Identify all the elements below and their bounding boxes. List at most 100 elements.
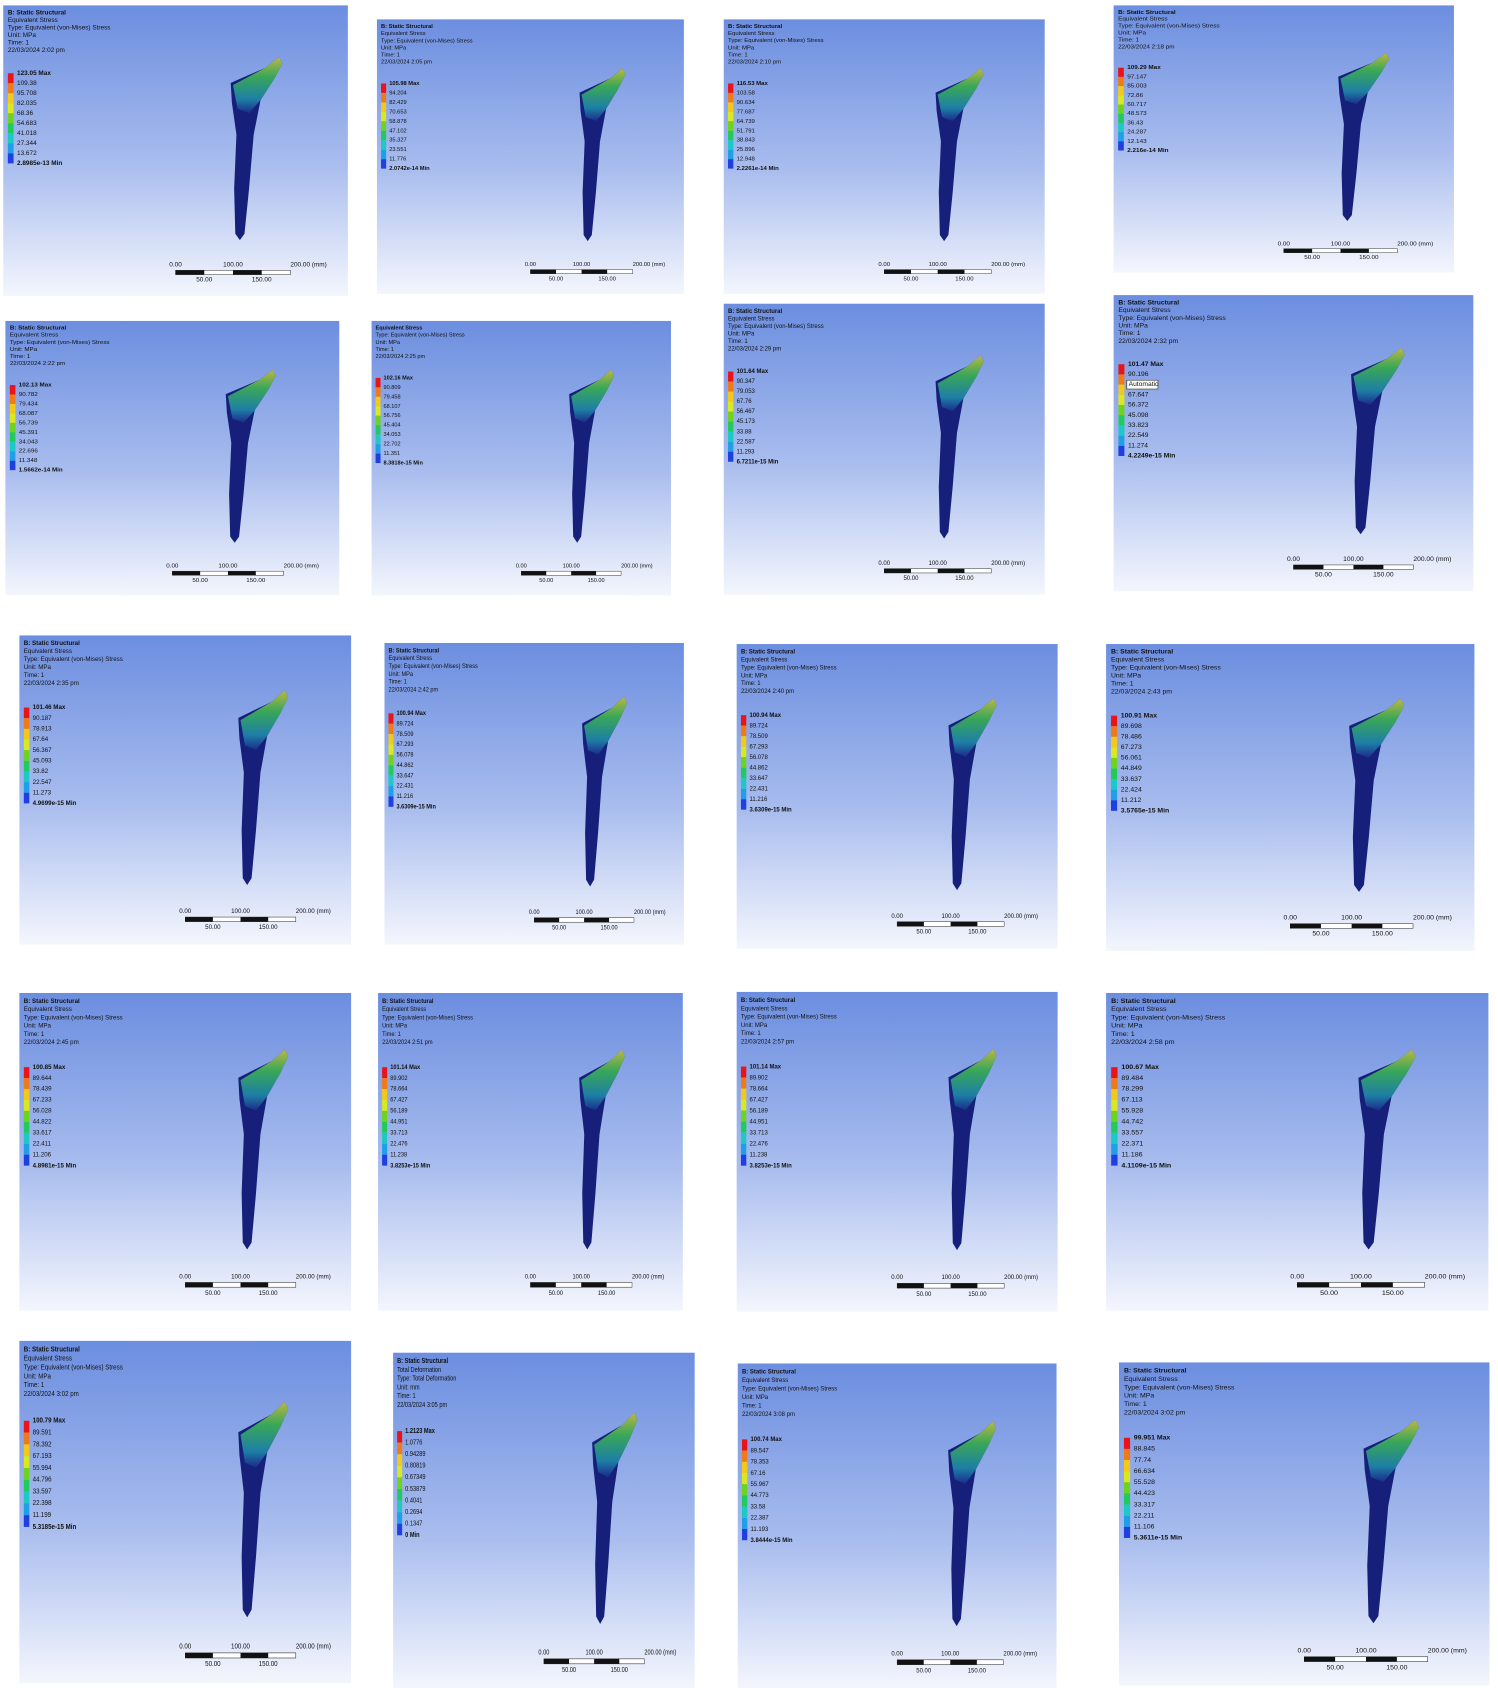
legend-band bbox=[8, 93, 14, 103]
legend-label: 3.6309e-15 Min bbox=[396, 804, 436, 810]
scale-label: 200.00 (mm) bbox=[296, 1643, 331, 1650]
legend-label: 56.061 bbox=[1121, 755, 1142, 762]
scale-label: 150.00 bbox=[259, 1661, 278, 1668]
legend-label: 33.617 bbox=[33, 1129, 52, 1136]
scale-label: 0.00 bbox=[529, 910, 541, 916]
legend-band bbox=[1124, 1482, 1130, 1493]
legend-label: 33.88 bbox=[737, 429, 753, 435]
legend-label: 33.823 bbox=[1128, 422, 1149, 429]
legend-band bbox=[8, 73, 14, 83]
legend-band bbox=[741, 1144, 746, 1155]
header-line: Time: 1 bbox=[1111, 1031, 1135, 1038]
result-panel: B: Static StructuralEquivalent StressTyp… bbox=[19, 635, 351, 944]
header-line: Unit: MPa bbox=[742, 1394, 769, 1401]
legend-label: 22.587 bbox=[737, 439, 756, 445]
scale-label: 50.00 bbox=[552, 925, 567, 931]
legend-band bbox=[1111, 1089, 1117, 1100]
legend-label: 67.113 bbox=[1121, 1097, 1142, 1104]
legend-label: 79.053 bbox=[737, 389, 756, 395]
legend-band bbox=[741, 747, 746, 757]
legend-band bbox=[397, 1524, 402, 1536]
header-line: Equivalent Stress bbox=[1118, 307, 1170, 314]
scale-label: 50.00 bbox=[903, 276, 919, 282]
legend-label: 78.509 bbox=[750, 733, 769, 740]
legend-label: 3.8253e-15 Min bbox=[750, 1162, 792, 1169]
legend-band bbox=[741, 1155, 746, 1166]
legend-label: 22.398 bbox=[33, 1500, 52, 1507]
header-line: Equivalent Stress bbox=[741, 656, 787, 663]
legend-band bbox=[728, 121, 733, 130]
legend-band bbox=[741, 1078, 746, 1089]
header-line: Type: Equivalent (von-Mises) Stress bbox=[1118, 315, 1225, 322]
header-line: Equivalent Stress bbox=[742, 1377, 788, 1384]
legend-band bbox=[1118, 425, 1124, 435]
legend-label: 47.102 bbox=[389, 128, 407, 134]
legend-band bbox=[381, 150, 386, 159]
header-line: B: Static Structural bbox=[742, 1368, 796, 1375]
scale-label: 0.00 bbox=[179, 908, 192, 915]
legend-band bbox=[381, 112, 386, 121]
legend-band bbox=[728, 412, 733, 422]
legend-label: 67.647 bbox=[1128, 392, 1149, 399]
header-line: Type: Total Deformation bbox=[397, 1375, 457, 1383]
legend-label: 11.186 bbox=[1121, 1152, 1142, 1159]
header-line: Type: Equivalent (von-Mises) Stress bbox=[24, 1364, 124, 1371]
scale-label: 50.00 bbox=[1304, 255, 1321, 261]
scale-label: 0.00 bbox=[1278, 242, 1291, 248]
header-line: Type: Equivalent (von-Mises) Stress bbox=[388, 664, 477, 670]
legend-band bbox=[1118, 374, 1124, 384]
legend-label: 100.79 Max bbox=[33, 1417, 66, 1424]
legend-band bbox=[388, 796, 393, 806]
legend-band bbox=[1118, 364, 1124, 374]
header-line: Time: 1 bbox=[1118, 330, 1141, 337]
legend-band bbox=[24, 1100, 30, 1111]
scale-bar-segment bbox=[530, 1282, 555, 1287]
header-line: B: Static Structural bbox=[1124, 1368, 1187, 1375]
scale-label: 50.00 bbox=[205, 1661, 221, 1668]
legend-label: 22.696 bbox=[19, 449, 39, 455]
scale-label: 100.00 bbox=[1331, 242, 1351, 248]
legend-label: 44.951 bbox=[750, 1118, 769, 1125]
legend-label: 22.371 bbox=[1121, 1141, 1143, 1148]
scale-label: 150.00 bbox=[246, 578, 266, 584]
header-line: Type: Equivalent (von-Mises) Stress bbox=[741, 664, 837, 671]
scale-bar-segment bbox=[172, 571, 200, 575]
legend-label: 0.80819 bbox=[405, 1462, 426, 1470]
legend-band bbox=[24, 1515, 30, 1527]
legend-band bbox=[741, 768, 746, 778]
legend-label: 38.843 bbox=[737, 138, 755, 144]
legend-band bbox=[1118, 446, 1124, 456]
legend-label: 12.948 bbox=[737, 157, 755, 163]
header-line: Time: 1 bbox=[742, 1402, 762, 1409]
legend-band bbox=[382, 1078, 387, 1089]
legend-label: 33.82 bbox=[33, 768, 49, 775]
legend-band bbox=[742, 1473, 747, 1484]
legend-band bbox=[376, 406, 381, 415]
legend-label: 56.756 bbox=[384, 413, 401, 419]
scale-label: 100.00 bbox=[231, 1273, 250, 1280]
scale-label: 50.00 bbox=[1315, 572, 1332, 579]
scale-bar-segment bbox=[228, 571, 256, 575]
scale-label: 150.00 bbox=[1372, 931, 1393, 938]
legend-label: 100.94 Max bbox=[396, 711, 426, 717]
header-line: Type: Equivalent (von-Mises) Stress bbox=[1118, 24, 1220, 30]
header-line: Equivalent Stress bbox=[388, 656, 431, 662]
scale-bar-segment bbox=[1366, 1657, 1397, 1662]
header-line: Time: 1 bbox=[8, 40, 30, 47]
header-line: 22/03/2024 2:42 pm bbox=[388, 687, 438, 693]
legend-label: 11.348 bbox=[19, 458, 38, 464]
legend-label: 66.634 bbox=[1134, 1468, 1155, 1475]
legend-label: 79.458 bbox=[384, 394, 401, 400]
scale-label: 200.00 (mm) bbox=[1004, 913, 1038, 920]
header-line: Equivalent Stress bbox=[728, 31, 775, 37]
legend-band bbox=[388, 765, 393, 775]
legend-band bbox=[376, 444, 381, 453]
scale-label: 150.00 bbox=[259, 1290, 278, 1297]
legend-label: 97.147 bbox=[1127, 75, 1147, 81]
header-line: 22/03/2024 3:08 pm bbox=[742, 1411, 795, 1418]
legend-band bbox=[397, 1443, 402, 1455]
legend-label: 45.093 bbox=[33, 757, 52, 764]
header-line: Unit: MPa bbox=[381, 45, 407, 51]
